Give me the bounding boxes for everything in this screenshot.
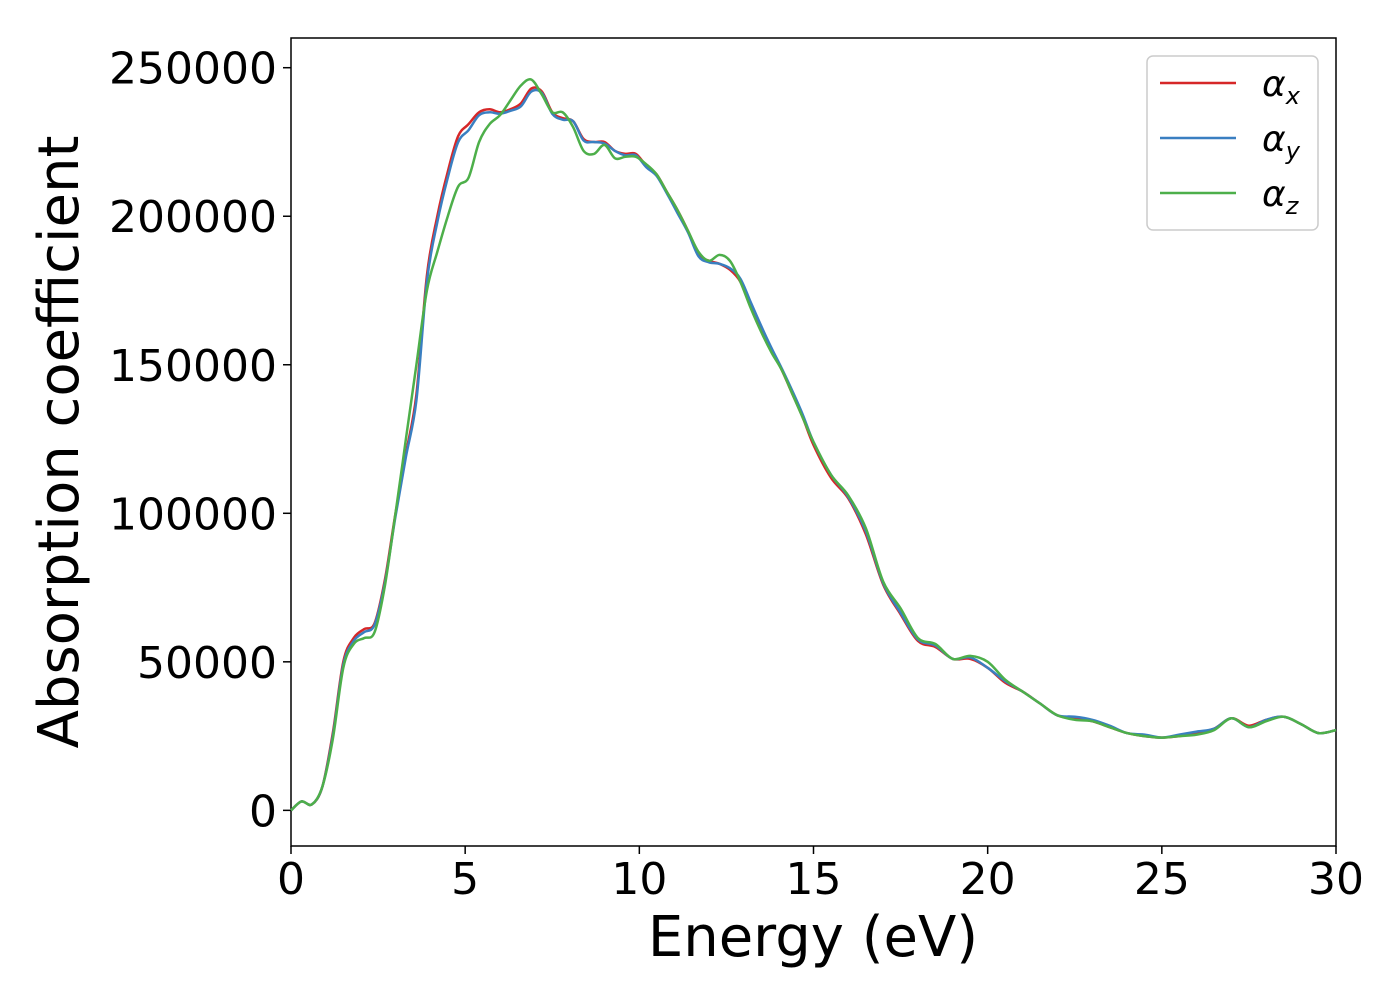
x-tick-label: 5 [451,854,479,905]
x-tick-label: 15 [786,854,842,905]
x-tick-label: 25 [1134,854,1190,905]
y-tick-label: 0 [249,786,277,837]
y-tick-label: 100000 [109,489,277,540]
y-tick-label: 200000 [109,192,277,243]
x-tick-label: 20 [960,854,1016,905]
x-tick-label: 0 [277,854,305,905]
axis-ticks: 0 5 10 15 20 25 30 0 50000 100000 150000 200000 2500… [109,44,1364,905]
legend-label-y: αy [1262,119,1301,165]
y-tick-label: 250000 [109,44,277,95]
legend-label-x: αx [1262,64,1301,110]
x-tick-label: 30 [1308,854,1364,905]
x-tick-label: 10 [611,854,667,905]
legend-box [1146,55,1319,231]
legend-label-z: αz [1262,174,1300,220]
legend: αx αy αz [1146,55,1319,231]
x-axis-title: Energy (eV) [648,905,978,970]
y-axis-title: Absorption coefficient [27,136,92,749]
y-tick-label: 50000 [137,638,277,689]
series-line-y [290,88,1337,812]
y-tick-label: 150000 [109,341,277,392]
series-line-z [290,78,1337,812]
series-layer [290,78,1337,812]
